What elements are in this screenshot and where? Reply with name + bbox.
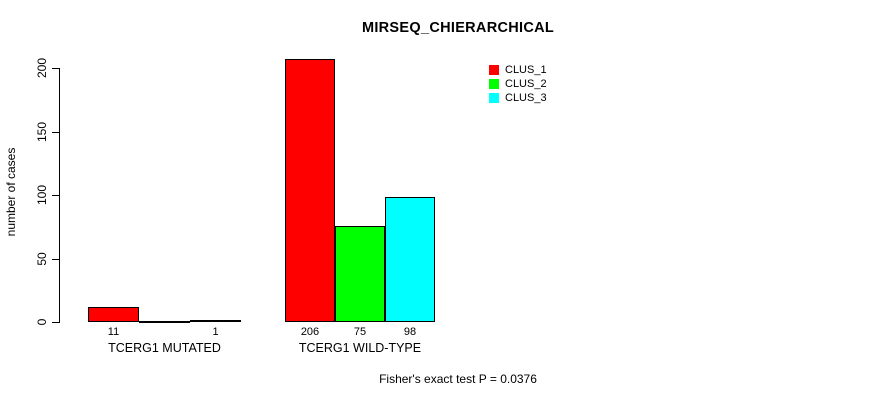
bar-clus_3 (385, 197, 435, 322)
bar-clus_2 (335, 226, 385, 322)
footnote-stat-test: Fisher's exact test P = 0.0376 (379, 372, 537, 386)
x-category-label: TCERG1 WILD-TYPE (298, 341, 422, 355)
y-tick-label: 200 (35, 57, 49, 79)
x-category-label: TCERG1 MUTATED (108, 341, 221, 355)
y-axis-line (59, 68, 60, 323)
y-tick-label: 50 (35, 251, 49, 266)
legend-swatch-clus_1 (489, 65, 499, 75)
y-tick-mark (52, 258, 59, 260)
y-tick-label: 100 (35, 184, 49, 206)
y-tick-label: 0 (35, 318, 49, 326)
bar-value-label: 206 (300, 326, 320, 338)
legend-row: CLUS_3 (489, 91, 547, 105)
legend-row: CLUS_2 (489, 77, 547, 91)
bar-value-label: 75 (353, 326, 367, 338)
bar-value-label: 1 (212, 326, 219, 338)
bar-clus_1 (88, 307, 139, 322)
y-tick-mark (52, 322, 59, 323)
legend-label: CLUS_3 (505, 92, 547, 104)
legend-row: CLUS_1 (489, 63, 547, 77)
bar-clus_3 (190, 320, 241, 322)
bar-value-label: 11 (107, 326, 120, 338)
legend-swatch-clus_2 (489, 79, 499, 89)
y-tick-mark (52, 131, 59, 133)
legend: CLUS_1 CLUS_2 CLUS_3 (489, 63, 547, 105)
bar-clus_2 (139, 321, 190, 323)
y-axis-label: number of cases (4, 147, 18, 237)
y-tick-mark (52, 68, 59, 69)
legend-swatch-clus_3 (489, 93, 499, 103)
y-tick-label: 150 (35, 121, 49, 142)
chart-title: MIRSEQ_CHIERARCHICAL (361, 20, 555, 36)
legend-label: CLUS_2 (505, 78, 547, 90)
y-tick-mark (52, 195, 59, 196)
bar-clus_1 (285, 59, 335, 322)
legend-label: CLUS_1 (505, 64, 547, 76)
bar-value-label: 98 (403, 326, 417, 338)
